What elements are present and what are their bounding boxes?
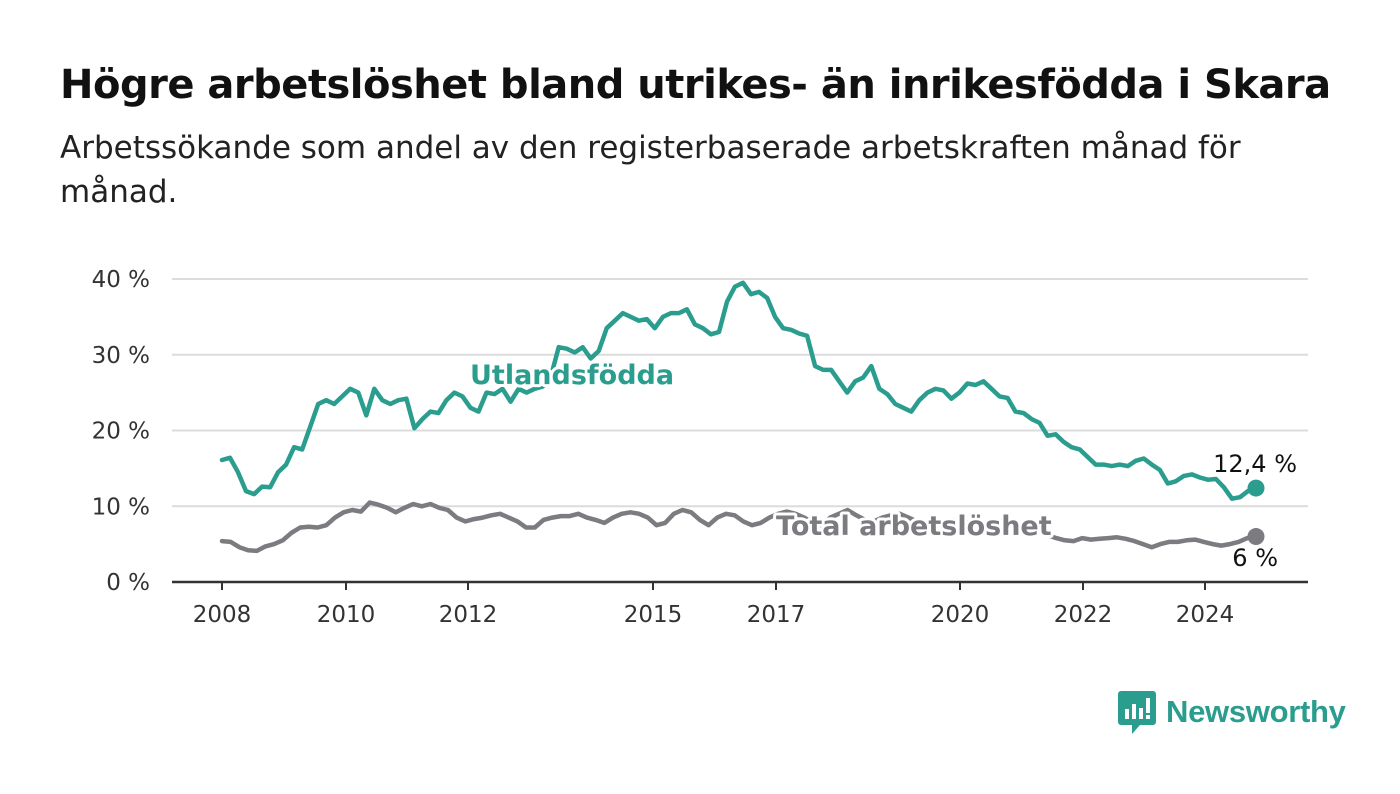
series-line-utlandsfodda <box>219 280 1259 501</box>
end-point-marker <box>1247 479 1265 497</box>
bar-chart-bubble-icon <box>1118 691 1156 734</box>
end-value-label: 12,4 % <box>1213 450 1297 478</box>
x-tick-label: 2022 <box>1054 602 1113 628</box>
chart-subtitle: Arbetssökande som andel av den registerb… <box>60 130 1241 210</box>
series-label: Utlandsfödda <box>470 360 674 391</box>
x-axis: 2008 2010 2012 2015 2017 2020 2022 2024 <box>172 580 1308 628</box>
x-tick-label: 2017 <box>747 602 806 628</box>
gridlines <box>172 278 1308 508</box>
chart-title: Högre arbetslöshet bland utrikes- än inr… <box>60 62 1331 108</box>
x-tick-label: 2008 <box>193 602 252 628</box>
brand-name: Newsworthy <box>1166 694 1346 729</box>
series-lines <box>219 280 1265 554</box>
series-label: Total arbetslöshet <box>776 511 1052 542</box>
y-tick-label: 0 % <box>106 570 150 596</box>
y-tick-label: 10 % <box>92 494 150 520</box>
x-tick-label: 2010 <box>317 602 376 628</box>
end-value-label: 6 % <box>1232 544 1278 572</box>
x-tick-label: 2012 <box>439 602 498 628</box>
newsworthy-logo[interactable]: Newsworthy <box>1118 688 1346 736</box>
y-axis-ticks: 0 % 10 % 20 % 30 % 40 % <box>92 267 150 596</box>
x-tick-label: 2024 <box>1176 602 1235 628</box>
end-point-marker <box>1247 528 1265 546</box>
series-line-total <box>219 500 1259 554</box>
y-tick-label: 40 % <box>92 267 150 293</box>
y-tick-label: 30 % <box>92 343 150 369</box>
x-tick-label: 2020 <box>931 602 990 628</box>
series-labels: Utlandsfödda 12,4 % Total arbetslöshet 6 % <box>467 357 1297 572</box>
y-tick-label: 20 % <box>92 419 150 445</box>
x-tick-label: 2015 <box>624 602 683 628</box>
